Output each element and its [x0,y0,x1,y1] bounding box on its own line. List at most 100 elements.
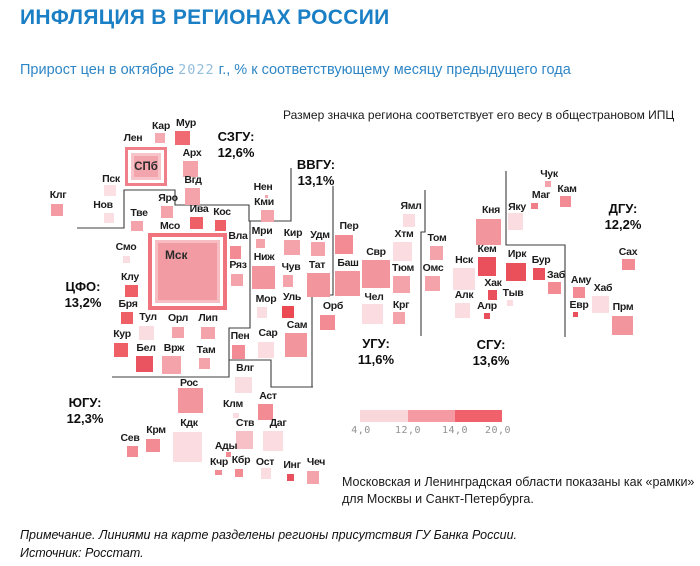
region-label-Нск: Нск [455,254,473,266]
region-marker-Кам [560,196,571,207]
region-marker-Ирк [506,263,526,281]
region-label-Ирк: Ирк [507,248,527,260]
region-marker-Том [430,246,443,260]
region-marker-Тюм [393,276,410,293]
region-label-Чеч: Чеч [306,456,326,468]
region-label-Лип: Лип [198,312,218,324]
region-marker-Крм [146,439,160,452]
region-marker-Яку [508,213,523,230]
region-marker-Нск [453,268,475,290]
region-marker-Даг [263,431,283,451]
region-label-Кчр: Кчр [209,456,229,468]
region-label-Чел: Чел [364,291,384,303]
region-marker-Инг [287,474,294,481]
region-label-Удм: Удм [310,229,330,241]
region-marker-Бур [533,268,545,280]
region-marker-Бел [136,356,153,372]
region-label-Инг: Инг [283,459,301,471]
region-label-Орб: Орб [322,300,344,312]
region-marker-Пск [104,185,116,196]
region-marker-Хтм [393,242,412,261]
region-label-Том: Том [427,232,447,244]
region-label-Сам: Сам [286,319,308,331]
border-ugu-sgu [420,190,426,336]
region-marker-Баш [335,271,360,296]
region-marker-Кем [478,257,496,276]
region-marker-Орб [320,315,335,330]
border-cfo-east-south [112,221,251,378]
region-marker-Кос [215,220,226,231]
region-label-Тве: Тве [130,207,148,219]
region-frame-Мсо: Мск [148,233,227,310]
region-label-Влг: Влг [236,362,254,374]
region-label-Кня: Кня [482,204,500,216]
region-label-Маг: Маг [531,189,551,201]
region-label-Яку: Яку [508,201,526,213]
region-marker-Хаб [592,296,609,313]
region-label-Тюм: Тюм [392,262,414,274]
region-marker-Кур [114,343,128,357]
district-label-СГУ: СГУ: 13,6% [460,337,522,368]
region-label-Клм: Клм [223,398,243,410]
region-label-Мри: Мри [251,225,273,237]
district-name: УГУ: [362,336,390,351]
district-value: 13,6% [472,352,510,368]
region-marker-Тул [139,326,154,340]
region-label-Яро: Яро [158,192,178,204]
region-marker-Ост [261,468,271,479]
district-name: СГУ: [476,337,506,352]
region-label-Сар: Сар [258,327,278,339]
region-marker-Вла [230,246,241,259]
region-marker-Кар [155,133,165,143]
district-label-УГУ: УГУ: 11,6% [345,336,407,367]
region-label-Вгд: Вгд [184,174,202,186]
region-label-Мор: Мор [255,293,277,305]
region-marker-Нен [265,195,268,198]
region-marker-Чел [362,304,383,324]
legend-tick-4,0: 4,0 [351,425,371,436]
district-name: ВВГУ: [296,157,336,172]
region-label-Пен: Пен [230,330,250,342]
district-name: ЦФО: [65,279,101,294]
region-label-Кдк: Кдк [180,417,198,429]
region-frame-Лен: СПб [125,147,167,186]
region-label-Бур: Бур [531,254,551,266]
region-label-Кам: Кам [557,183,577,195]
region-label-Кар: Кар [152,120,170,132]
region-marker-Кбр [235,469,243,477]
region-marker-Смо [123,256,130,263]
region-marker-Ямл [403,214,415,227]
region-label-Сев: Сев [120,432,140,444]
page-title: ИНФЛЯЦИЯ В РЕГИОНАХ РОССИИ [20,6,390,29]
region-marker-Тве [131,221,143,231]
region-marker-Уль [282,306,294,318]
region-marker-Клм [233,413,239,418]
border-ugu-south-pocket [229,359,313,388]
district-value: 12,2% [604,216,642,232]
region-label-Свр: Свр [366,246,386,258]
region-label-Арх: Арх [182,147,202,159]
region-marker-Удм [311,242,325,256]
region-label-Прм: Прм [612,301,634,313]
region-label-Кми: Кми [254,196,274,208]
district-value: 12,3% [66,410,104,426]
region-marker-Кми [261,210,274,222]
subtitle-suffix: г., % к соответствующему месяцу предыдущ… [214,62,571,78]
region-label-Омс: Омс [422,262,444,274]
footer-source: Источник: Росстат. [20,546,144,560]
region-label-Ямл: Ямл [400,200,422,212]
region-label-Врж: Врж [163,342,185,354]
region-label-Мсо: Мсо [160,220,180,232]
legend-tick-12,0: 12,0 [394,425,422,436]
region-marker-Прм [612,316,633,335]
region-marker-Ады [226,452,231,457]
region-marker-Мур [175,131,190,145]
region-marker-Сах [622,259,635,270]
region-label-Пск: Пск [102,173,120,185]
frames-note: Московская и Ленинградская области показ… [342,475,695,506]
district-name: ДГУ: [608,201,638,216]
region-label-Кбр: Кбр [231,454,251,466]
region-label-Там: Там [196,344,216,356]
region-marker-Мор [257,307,267,318]
